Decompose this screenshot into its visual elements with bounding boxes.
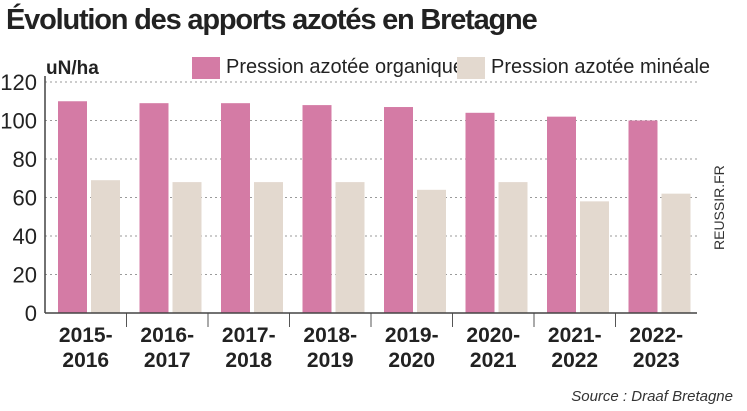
y-tick-label: 20 — [13, 263, 37, 288]
x-tick-label: 2022- — [629, 324, 683, 347]
x-tick-label: 2021- — [548, 324, 602, 347]
bar-organique — [465, 112, 495, 313]
x-tick-label: 2017 — [144, 349, 191, 372]
credit-label: REUSSIR.FR — [711, 165, 727, 250]
bar-minerale — [335, 182, 365, 313]
bar-organique — [58, 101, 87, 313]
bar-minerale — [498, 182, 528, 313]
source-label: Source : Draaf Bretagne — [571, 388, 733, 405]
x-tick-label: 2018 — [225, 349, 272, 372]
bar-organique — [221, 103, 250, 313]
x-tick-label: 2023 — [633, 349, 680, 372]
y-tick-label: 120 — [0, 70, 37, 95]
x-tick-label: 2015- — [59, 324, 113, 347]
bar-organique — [384, 107, 413, 314]
legend-item-minerale: Pression azotée minéale — [457, 56, 710, 79]
x-tick-label: 2016- — [140, 324, 194, 347]
bar-minerale — [254, 182, 283, 313]
y-axis-unit-label: uN/ha — [46, 58, 99, 79]
bar-organique — [547, 116, 576, 314]
x-tick-label: 2019- — [385, 324, 439, 347]
legend-label-organique: Pression azotée organique — [226, 56, 464, 78]
chart-title: Évolution des apports azotés en Bretagne — [6, 4, 538, 36]
x-tick-label: 2018- — [303, 324, 357, 347]
x-tick-label: 2020 — [388, 349, 435, 372]
x-tick-label: 2021 — [470, 349, 517, 372]
legend-swatch-organique — [192, 56, 220, 79]
y-tick-label: 100 — [0, 109, 37, 134]
x-tick-label: 2019 — [307, 349, 354, 372]
legend-item-organique: Pression azotée organique — [192, 56, 464, 79]
y-tick-label: 40 — [13, 224, 37, 249]
bar-organique — [628, 120, 658, 313]
legend-label-minerale: Pression azotée minéale — [491, 56, 711, 78]
x-tick-label: 2022 — [551, 349, 598, 372]
x-tick-label: 2016 — [62, 349, 109, 372]
legend-swatch-minerale — [457, 56, 485, 79]
y-tick-label: 0 — [25, 301, 37, 326]
bar-organique — [302, 105, 332, 313]
y-tick-label: 80 — [13, 147, 37, 172]
bar-minerale — [417, 189, 446, 313]
bar-organique — [139, 103, 169, 313]
bar-minerale — [91, 180, 120, 313]
bar-minerale — [661, 193, 691, 313]
x-tick-label: 2020- — [466, 324, 520, 347]
bar-minerale — [580, 201, 609, 313]
bar-minerale — [172, 182, 202, 313]
x-tick-label: 2017- — [222, 324, 276, 347]
y-tick-label: 60 — [13, 186, 37, 211]
